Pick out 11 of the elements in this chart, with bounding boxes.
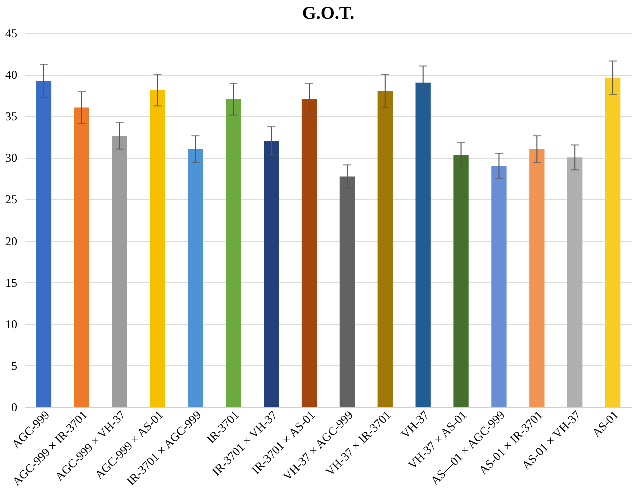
y-tick-label: 25 — [6, 192, 18, 207]
y-tick-label: 30 — [6, 151, 18, 166]
chart-title: G.O.T. — [302, 3, 355, 23]
y-tick-label: 0 — [12, 400, 18, 414]
y-tick-label: 15 — [6, 276, 18, 290]
y-tick-label: 45 — [6, 26, 18, 40]
y-tick-label: 5 — [12, 358, 18, 373]
y-tick-label: 35 — [6, 110, 18, 124]
y-tick-label: 10 — [6, 317, 18, 332]
y-tick-label: 20 — [6, 234, 18, 248]
y-tick-label: 40 — [6, 68, 18, 82]
